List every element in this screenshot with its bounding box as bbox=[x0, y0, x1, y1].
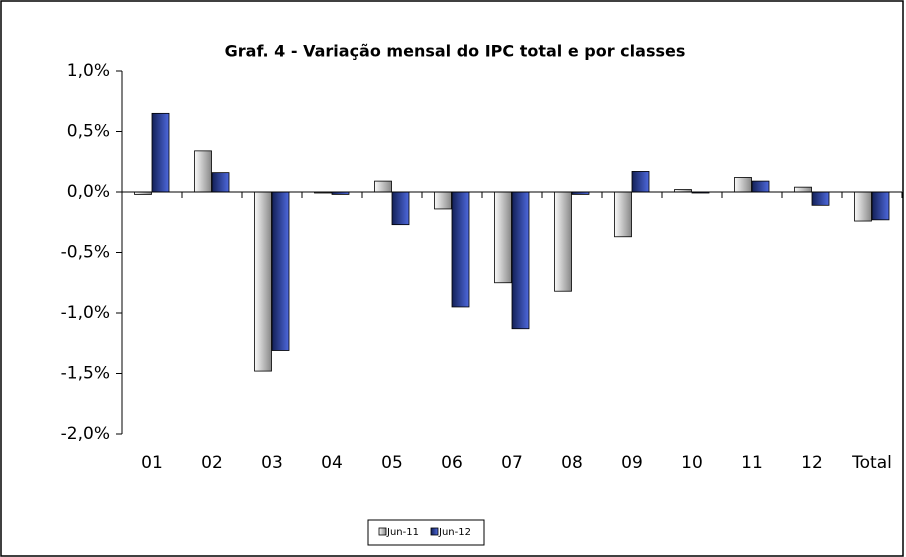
y-tick-label: -2,0% bbox=[61, 424, 110, 444]
x-tick-label: 10 bbox=[681, 453, 703, 473]
bar bbox=[434, 191, 452, 210]
bar bbox=[871, 191, 890, 221]
x-tick-label: 08 bbox=[561, 453, 583, 473]
bar bbox=[794, 186, 812, 193]
bar bbox=[374, 180, 392, 193]
x-tick-label: 12 bbox=[801, 453, 823, 473]
x-tick-label: 03 bbox=[261, 453, 283, 473]
bar bbox=[751, 180, 770, 193]
bar bbox=[734, 177, 752, 193]
legend: Jun-11 Jun-12 bbox=[367, 519, 485, 546]
x-tick-label: 07 bbox=[501, 453, 523, 473]
bar bbox=[451, 191, 470, 308]
bar bbox=[494, 191, 512, 284]
bar bbox=[511, 191, 530, 330]
legend-label: Jun-11 bbox=[386, 527, 419, 538]
x-tick-label: 11 bbox=[741, 453, 763, 473]
y-tick-label: -0,5% bbox=[61, 243, 110, 263]
legend-box bbox=[367, 519, 485, 546]
legend-swatch bbox=[430, 527, 439, 536]
y-tick-label: -1,0% bbox=[61, 303, 110, 323]
y-tick-label: 0,5% bbox=[67, 122, 110, 142]
bar bbox=[254, 191, 272, 372]
bar bbox=[614, 191, 632, 238]
x-tick-label: 01 bbox=[141, 453, 163, 473]
y-tick-label: 0,0% bbox=[67, 182, 110, 202]
bar bbox=[391, 191, 410, 226]
bar bbox=[554, 191, 572, 292]
y-tick-label: 1,0% bbox=[67, 61, 110, 81]
x-tick-label: Total bbox=[851, 453, 892, 473]
bar bbox=[194, 150, 212, 193]
chart-title: Graf. 4 - Variação mensal do IPC total e… bbox=[225, 42, 686, 61]
legend-swatch bbox=[378, 527, 387, 536]
bar bbox=[151, 112, 170, 193]
x-tick-label: 04 bbox=[321, 453, 343, 473]
bar bbox=[811, 191, 830, 206]
bar bbox=[211, 172, 230, 193]
bar bbox=[271, 191, 290, 351]
x-tick-label: 05 bbox=[381, 453, 403, 473]
x-tick-label: 06 bbox=[441, 453, 463, 473]
bar bbox=[631, 171, 650, 193]
legend-label: Jun-12 bbox=[438, 527, 471, 538]
y-tick-label: -1,5% bbox=[61, 364, 110, 384]
x-tick-label: 02 bbox=[201, 453, 223, 473]
x-tick-label: 09 bbox=[621, 453, 643, 473]
bar bbox=[854, 191, 872, 222]
